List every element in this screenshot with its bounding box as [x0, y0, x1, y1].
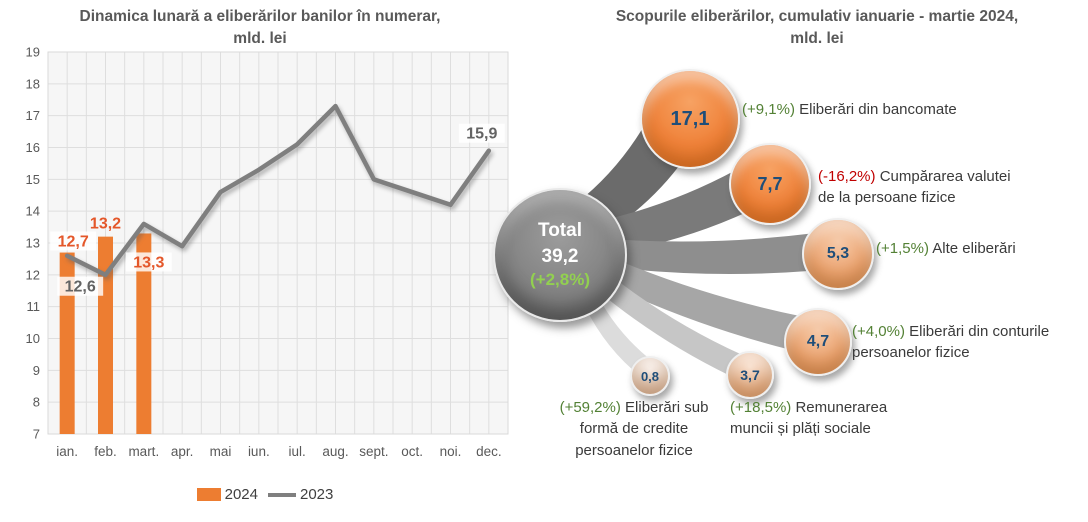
bubble-conturi: 4,7: [784, 308, 852, 376]
svg-text:15: 15: [26, 172, 40, 187]
legend-label-2023: 2023: [300, 486, 334, 503]
svg-text:sept.: sept.: [359, 444, 388, 459]
data-label: 12,7: [58, 234, 89, 251]
left-chart-legend: 2024 2023: [0, 486, 530, 503]
legend-item-2023: 2023: [268, 486, 333, 503]
bubble-credite: 0,8: [630, 356, 670, 396]
monthly-dynamics-chart: 7 8 9 10 11 12 13 14 15 16 17 18 19 ian. feb. mart. apr.…: [26, 45, 509, 459]
svg-text:9: 9: [33, 363, 40, 378]
bubble-value: 0,8: [640, 368, 660, 384]
bubble-bancomate: 17,1: [640, 69, 740, 169]
text-bancomate: Eliberări din bancomate: [799, 101, 957, 118]
bubble-valuta: 7,7: [729, 143, 811, 225]
svg-text:18: 18: [26, 76, 40, 91]
svg-text:12: 12: [26, 267, 40, 282]
ray: [600, 256, 801, 350]
pct-alte: (+1,5%): [876, 240, 929, 257]
svg-text:13: 13: [26, 236, 40, 251]
pct-credite: (+59,2%): [559, 399, 621, 416]
pct-conturi: (+4,0%): [852, 323, 905, 340]
svg-text:16: 16: [26, 140, 40, 155]
svg-text:mart.: mart.: [128, 444, 159, 459]
bubble-remunerare: 3,7: [726, 351, 774, 399]
svg-text:7: 7: [33, 427, 40, 442]
bubble-value: 4,7: [806, 333, 830, 350]
legend-label-2024: 2024: [224, 486, 258, 503]
bubble-alte: 5,3: [802, 218, 874, 290]
bar-2024: [59, 252, 75, 434]
label-credite: (+59,2%) Eliberări sub formă de credite …: [549, 397, 719, 461]
svg-text:apr.: apr.: [171, 444, 194, 459]
text-conturi: Eliberări din conturile persoanelor fizi…: [852, 323, 1050, 362]
data-label: 13,3: [133, 254, 164, 271]
total-label: Total: [538, 219, 582, 241]
svg-text:iun.: iun.: [248, 444, 270, 459]
data-label: 12,6: [65, 279, 96, 296]
label-alte: (+1,5%) Alte eliberări: [876, 238, 1016, 259]
right-chart-title-line2: mld. lei: [790, 30, 844, 48]
svg-text:mai: mai: [210, 444, 232, 459]
pct-valuta: (-16,2%): [818, 168, 876, 185]
svg-text:feb.: feb.: [94, 444, 117, 459]
bubble-value: 7,7: [757, 173, 783, 194]
total-bubble: Total 39,2 (+2,8%): [493, 188, 627, 322]
svg-text:aug.: aug.: [322, 444, 348, 459]
legend-item-2024: 2024: [196, 486, 258, 503]
bar-2024: [136, 233, 152, 434]
line-swatch-icon: [268, 492, 296, 497]
bubble-value: 17,1: [670, 107, 710, 130]
svg-text:oct.: oct.: [401, 444, 423, 459]
left-chart-title: Dinamica lunară a eliberărilor banilor î…: [20, 6, 500, 51]
text-remunerare: Remunerarea muncii și plăți sociale: [730, 399, 888, 438]
label-valuta: (-16,2%) Cumpărarea valutei de la persoa…: [818, 166, 1023, 209]
svg-text:ian.: ian.: [56, 444, 78, 459]
left-chart-title-line1: Dinamica lunară a eliberărilor banilor î…: [79, 8, 441, 25]
right-chart-title-line1: Scopurile eliberărilor, cumulativ ianuar…: [615, 8, 1019, 25]
data-label: 15,9: [466, 126, 497, 143]
text-alte: Alte eliberări: [932, 240, 1016, 257]
bubble-value: 5,3: [826, 245, 850, 262]
pct-bancomate: (+9,1%): [742, 101, 795, 118]
line-2023: [64, 103, 492, 278]
bubble-value: 3,7: [740, 367, 760, 383]
svg-text:19: 19: [26, 45, 40, 60]
svg-text:iul.: iul.: [289, 444, 306, 459]
label-conturi: (+4,0%) Eliberări din conturile persoane…: [852, 321, 1078, 364]
label-bancomate: (+9,1%) Eliberări din bancomate: [742, 99, 957, 120]
text-valuta: Cumpărarea valutei de la persoane fizice: [818, 168, 1011, 207]
text-credite: Eliberări sub formă de credite persoanel…: [575, 399, 709, 459]
data-label: 13,2: [90, 216, 121, 233]
svg-text:noi.: noi.: [440, 444, 462, 459]
svg-text:10: 10: [26, 331, 40, 346]
svg-text:11: 11: [27, 299, 41, 314]
bar-swatch-icon: [196, 488, 221, 501]
pct-remunerare: (+18,5%): [730, 399, 792, 416]
label-remunerare: (+18,5%) Remunerarea muncii și plăți soc…: [730, 397, 896, 440]
right-chart-title: Scopurile eliberărilor, cumulativ ianuar…: [552, 6, 1082, 51]
total-value: 39,2: [541, 245, 579, 267]
svg-text:17: 17: [26, 108, 40, 123]
svg-text:8: 8: [33, 395, 40, 410]
svg-text:dec.: dec.: [476, 444, 502, 459]
total-pct: (+2,8%): [530, 270, 590, 290]
left-chart-title-line2: mld. lei: [233, 30, 287, 48]
ray: [606, 233, 813, 275]
svg-text:14: 14: [26, 204, 40, 219]
